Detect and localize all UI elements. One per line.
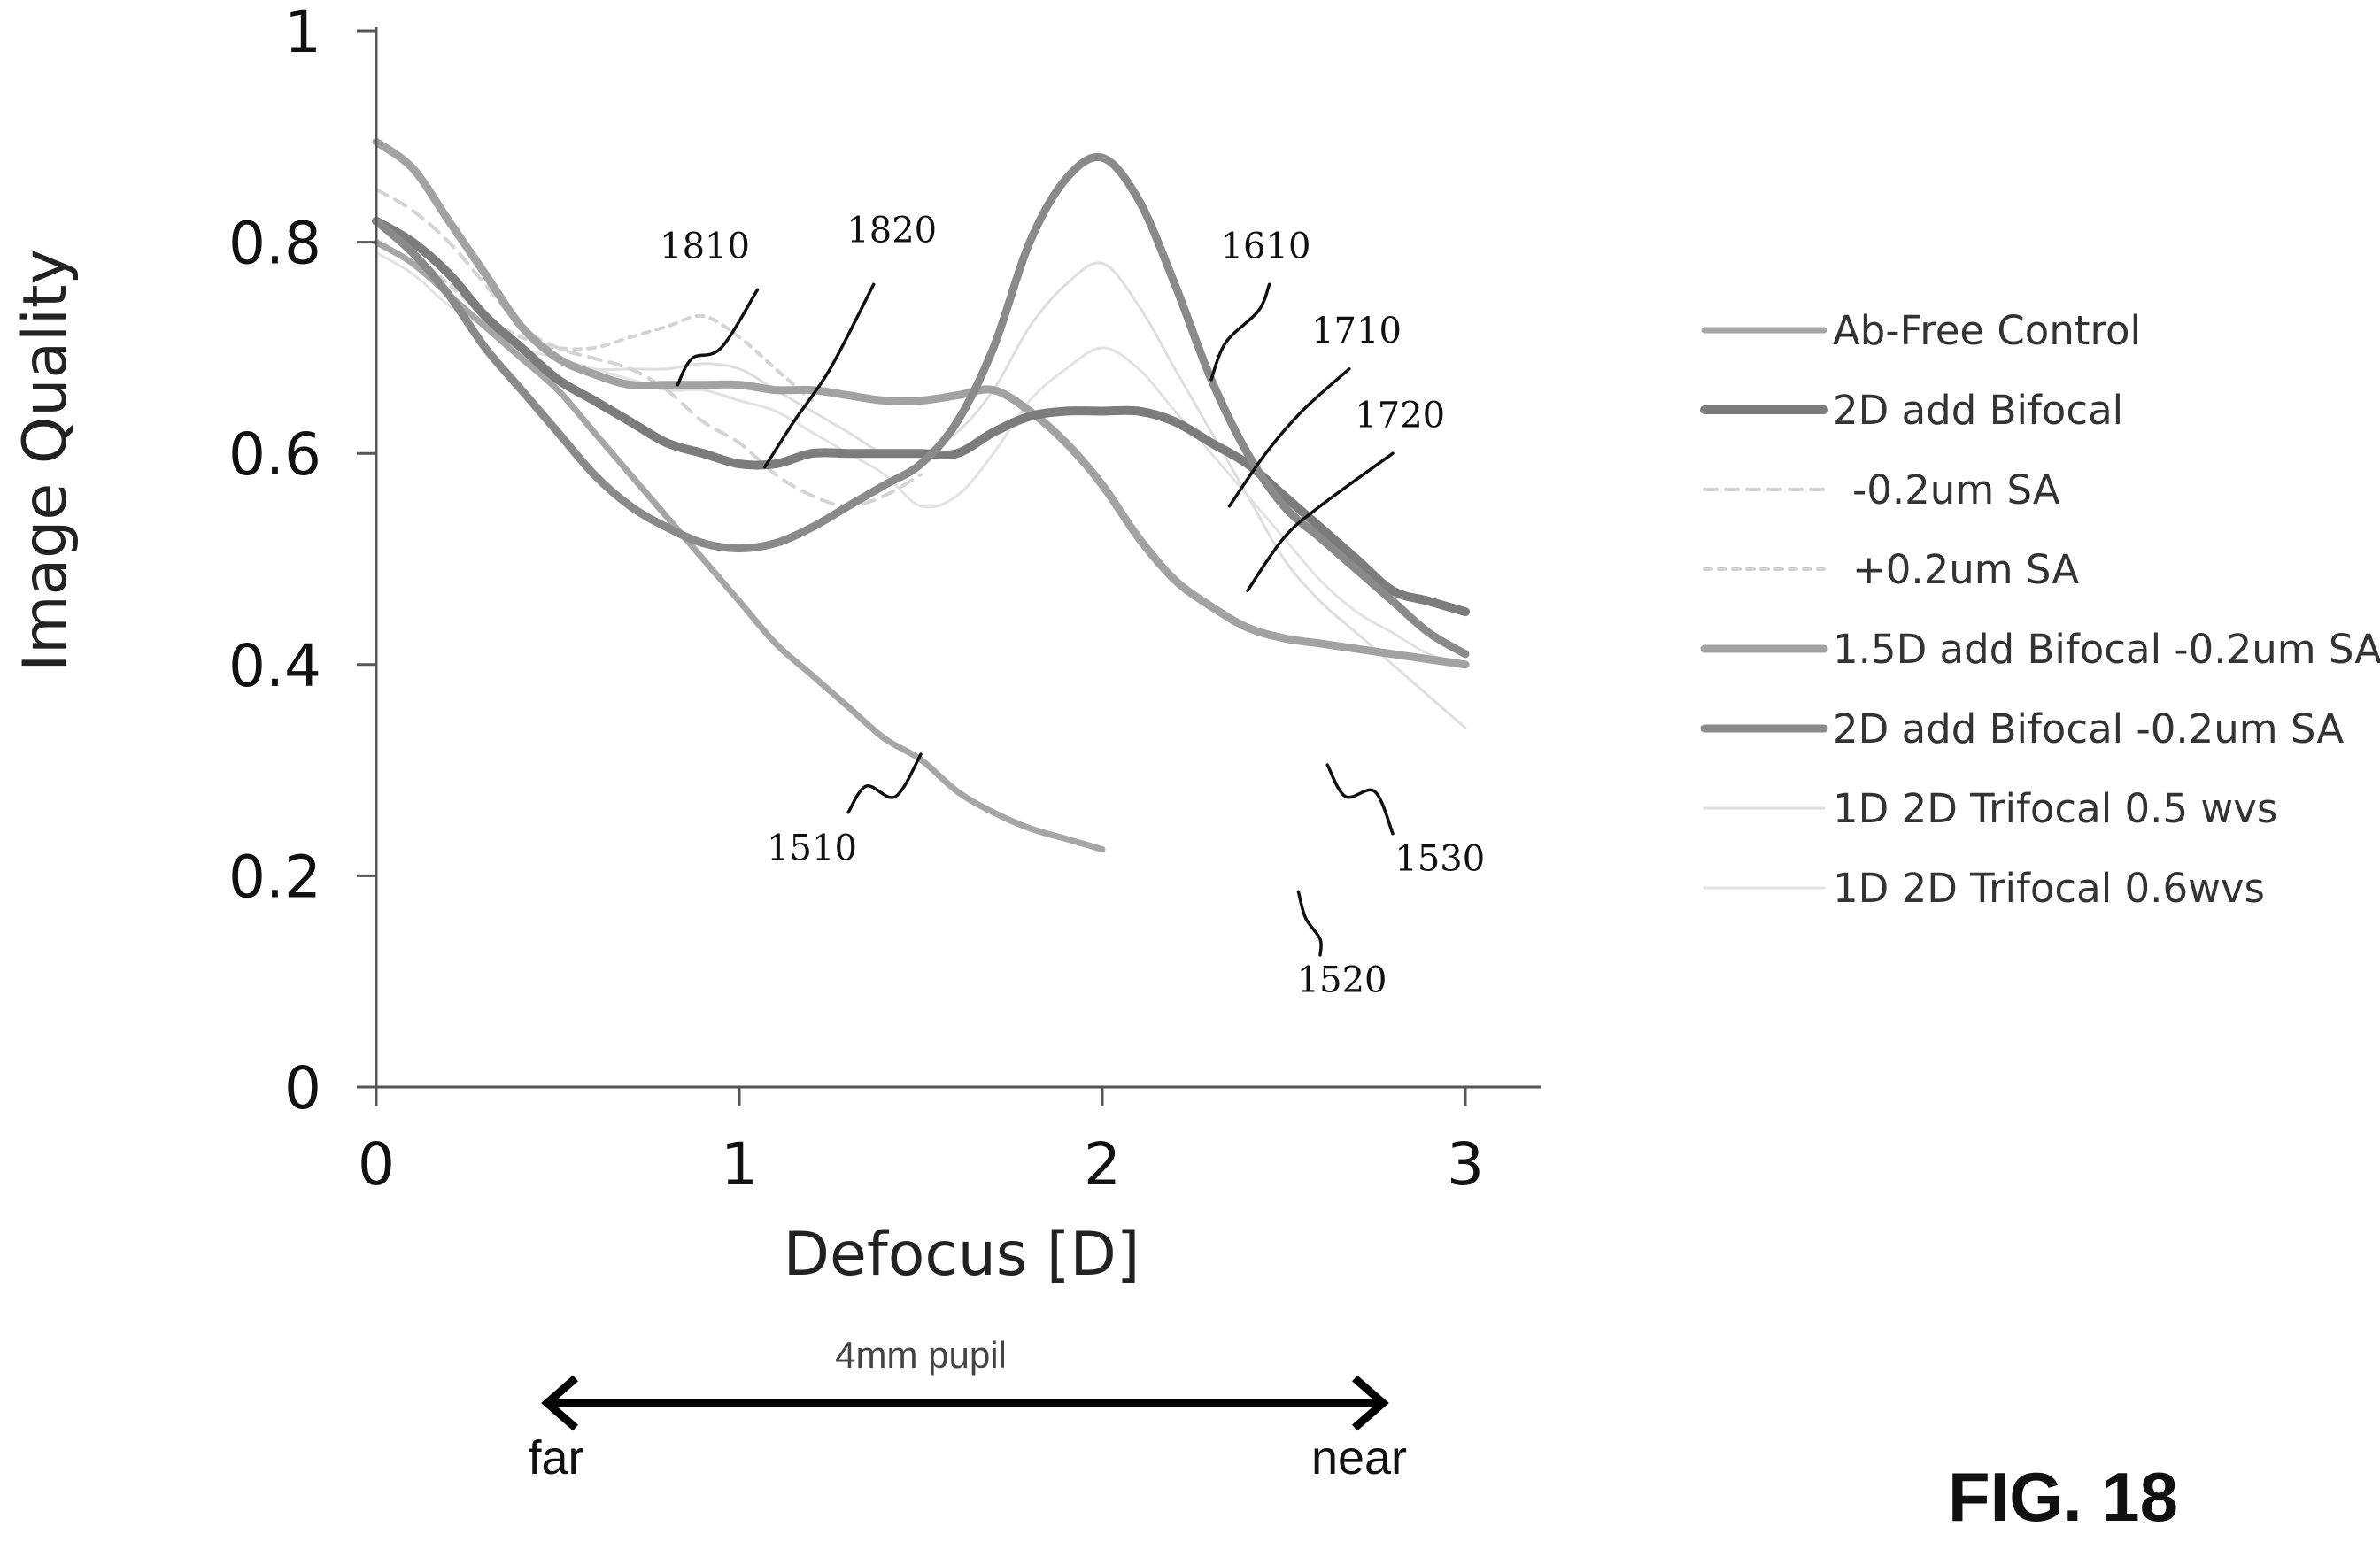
y-tick-label: 0.4 xyxy=(228,632,321,700)
annotation-label-1720: 1720 xyxy=(1355,395,1445,436)
annotation-leader-1820 xyxy=(762,282,876,469)
y-tick-label: 1 xyxy=(284,0,321,66)
legend-item-0-2um-sa: +0.2um SA xyxy=(1703,546,2079,593)
legend-item-2d-add-bifocal-0-2um-sa: 2D add Bifocal -0.2um SA xyxy=(1700,705,2344,752)
x-tick-label: 0 xyxy=(358,1130,395,1199)
series-line-0-2um-sa xyxy=(375,219,814,403)
annotation-label-1610: 1610 xyxy=(1221,226,1311,266)
legend-label: 2D add Bifocal -0.2um SA xyxy=(1833,705,2344,752)
legend-item-2d-add-bifocal: 2D add Bifocal xyxy=(1700,387,2123,434)
annotation-leader-1710 xyxy=(1227,367,1351,508)
annotation-leader-1520 xyxy=(1296,890,1323,957)
x-axis-label: Defocus [D] xyxy=(784,1220,1140,1290)
y-axis-label: Image Quality xyxy=(11,249,81,672)
x-tick-label: 1 xyxy=(721,1130,758,1199)
x-tick-label: 3 xyxy=(1447,1130,1484,1199)
legend-label: -0.2um SA xyxy=(1852,466,2060,513)
x-tick-label: 2 xyxy=(1084,1130,1121,1199)
y-tick-label: 0.6 xyxy=(228,420,321,489)
series-line-ab-free-control xyxy=(373,239,1106,853)
legend: Ab-Free Control 2D add Bifocal -0.2um SA +0… xyxy=(1700,307,2380,912)
series-line-2d-add-bifocal xyxy=(372,216,1470,617)
annotation-label-1530: 1530 xyxy=(1395,838,1485,879)
legend-label: +0.2um SA xyxy=(1852,546,2079,593)
legend-label: 1D 2D Trifocal 0.6wvs xyxy=(1833,865,2265,912)
annotation-label-1520: 1520 xyxy=(1297,960,1387,1001)
legend-label: 1.5D add Bifocal -0.2um SA xyxy=(1833,626,2380,673)
far-near-arrow xyxy=(541,1375,1389,1431)
y-tick-label: 0.8 xyxy=(228,210,321,278)
series-layer xyxy=(372,137,1470,853)
legend-item-0-2um-sa: -0.2um SA xyxy=(1703,466,2060,513)
annotation-label-1810: 1810 xyxy=(660,226,750,266)
annotation-label-1820: 1820 xyxy=(846,211,937,251)
pupil-label: 4mm pupil xyxy=(835,1334,1007,1376)
annotation-label-1510: 1510 xyxy=(767,829,857,869)
annotation-leader-1810 xyxy=(676,288,760,387)
legend-label: 2D add Bifocal xyxy=(1833,387,2123,434)
series-line-0-2um-sa xyxy=(375,188,923,508)
y-tick-label: 0 xyxy=(284,1054,321,1122)
annotation-leader-1510 xyxy=(846,752,923,814)
legend-item-ab-free-control: Ab-Free Control xyxy=(1701,307,2141,354)
series-line-1-5d-add-bifocal-0-2um-sa xyxy=(372,137,1470,669)
annotation-leader-1530 xyxy=(1325,763,1395,836)
legend-item-1-5d-add-bifocal-0-2um-sa: 1.5D add Bifocal -0.2um SA xyxy=(1700,626,2380,673)
annotation-leader-1720 xyxy=(1246,451,1395,593)
y-tick-label: 0.2 xyxy=(228,843,321,911)
legend-label: Ab-Free Control xyxy=(1833,307,2141,354)
axes-layer: 0 0.2 0.4 0.6 0.8 1 0 1 2 3 xyxy=(228,0,1541,1199)
figure-label: FIG. 18 xyxy=(1948,1458,2178,1536)
legend-label: 1D 2D Trifocal 0.5 wvs xyxy=(1833,785,2277,832)
annotation-label-1710: 1710 xyxy=(1311,311,1402,351)
series-line-2d-add-bifocal-0-2um-sa xyxy=(372,152,1470,659)
series-line-1d-2d-trifocal-0-5-wvs xyxy=(375,241,1467,729)
legend-item-1d-2d-trifocal-0-6wvs: 1D 2D Trifocal 0.6wvs xyxy=(1703,865,2265,912)
annotation-layer: 1810 1820 1610 1710 1720 1510 1530 1520 xyxy=(660,211,1485,1001)
far-label: far xyxy=(528,1431,583,1484)
near-label: near xyxy=(1311,1431,1407,1484)
legend-item-1d-2d-trifocal-0-5-wvs: 1D 2D Trifocal 0.5 wvs xyxy=(1703,785,2277,832)
annotation-leader-1610 xyxy=(1209,282,1271,382)
